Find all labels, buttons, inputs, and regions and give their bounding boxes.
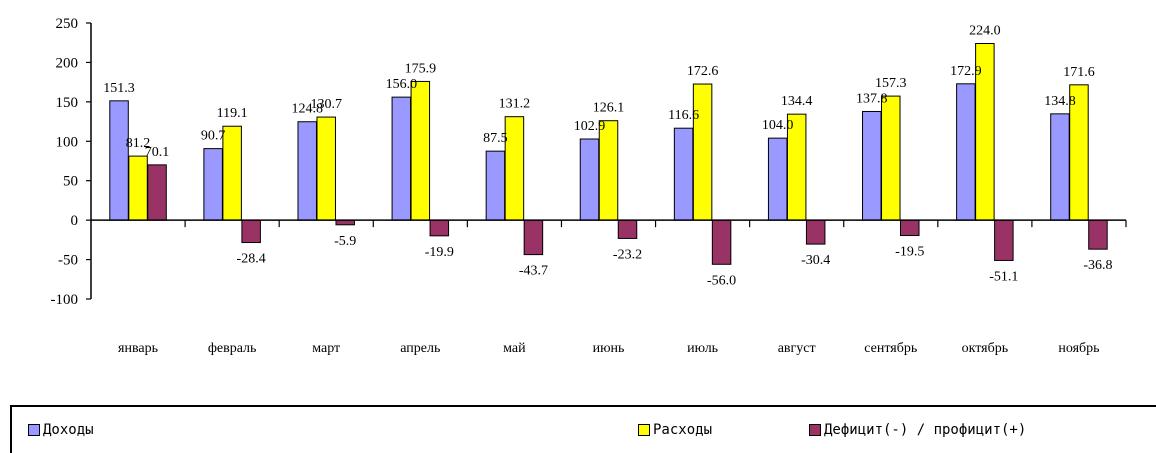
data-label-income-10: 134.8	[1044, 94, 1076, 109]
bar-income-2	[297, 121, 317, 221]
bar-income-3	[391, 96, 412, 221]
data-label-income-6: 116.6	[668, 108, 699, 123]
bar-balance-3	[429, 219, 450, 237]
legend-item-income: Доходы	[28, 422, 94, 438]
data-label-balance-10: -36.8	[1083, 258, 1112, 273]
data-label-expenses-3: 175.9	[405, 61, 437, 76]
category-label-6: июль	[687, 341, 718, 356]
bar-income-6	[673, 127, 694, 221]
category-label-10: ноябрь	[1058, 341, 1099, 356]
legend-item-expenses: Расходы	[638, 422, 712, 438]
bar-expenses-6	[692, 83, 713, 221]
data-label-expenses-8: 157.3	[875, 76, 907, 91]
x-axis	[91, 219, 1127, 228]
legend-swatch-balance	[809, 424, 821, 436]
bar-income-5	[579, 138, 600, 221]
bar-expenses-5	[598, 120, 619, 221]
data-labels: 151.3 90.7 124.8 156.0 87.5 102.9 116.6 104.0 13…	[103, 24, 1112, 289]
data-label-expenses-6: 172.6	[687, 64, 719, 79]
data-label-income-5: 102.9	[574, 119, 606, 134]
bar-expenses-0	[128, 155, 148, 221]
legend: Доходы Расходы Дефицит(-) / профицит(+)	[10, 405, 1156, 453]
legend-label-balance: Дефицит(-) / профицит(+)	[824, 422, 1027, 438]
bar-balance-7	[805, 219, 826, 245]
bars	[109, 43, 1108, 265]
data-label-income-4: 87.5	[483, 131, 508, 146]
data-label-balance-5: -23.2	[613, 247, 642, 262]
bar-balance-6	[711, 219, 732, 265]
data-label-balance-7: -30.4	[801, 253, 830, 268]
bar-income-0	[109, 100, 129, 221]
bar-expenses-2	[316, 116, 336, 221]
data-label-balance-9: -51.1	[989, 269, 1018, 284]
y-axis: 250 200 150 100 50 0 -50 -100	[51, 16, 92, 308]
data-label-expenses-1: 119.1	[217, 106, 248, 121]
data-label-balance-1: -28.4	[237, 252, 266, 267]
budget-bar-chart: 250 200 150 100 50 0 -50 -100 151.3 90.7 124.8 156…	[51, 16, 1127, 356]
bar-balance-1	[241, 219, 261, 244]
bar-expenses-4	[504, 116, 525, 221]
data-label-income-7: 104.0	[762, 118, 794, 133]
data-label-expenses-0: 81.2	[126, 136, 151, 151]
bar-income-8	[862, 110, 882, 221]
bar-income-10	[1050, 113, 1070, 221]
y-tick-label: 250	[56, 16, 79, 32]
data-label-balance-2: -5.9	[334, 234, 356, 249]
data-label-expenses-5: 126.1	[593, 101, 625, 116]
data-label-balance-3: -19.9	[425, 245, 454, 260]
bar-income-4	[485, 150, 506, 221]
category-label-1: февраль	[208, 341, 257, 356]
data-label-income-0: 151.3	[103, 81, 135, 96]
category-label-5: июнь	[593, 341, 625, 356]
bar-expenses-1	[222, 125, 242, 221]
bar-income-1	[203, 148, 223, 221]
bar-balance-0	[147, 164, 167, 221]
category-label-2: март	[312, 341, 340, 356]
data-label-expenses-7: 134.4	[781, 94, 813, 109]
legend-swatch-expenses	[638, 424, 650, 436]
data-label-balance-8: -19.5	[895, 245, 924, 260]
y-tick-label: -50	[58, 253, 78, 269]
data-label-income-8: 137.8	[856, 91, 888, 106]
legend-swatch-income	[28, 424, 40, 436]
data-label-balance-4: -43.7	[519, 264, 548, 279]
bar-balance-8	[900, 219, 920, 237]
bar-expenses-8	[881, 95, 901, 221]
data-label-expenses-9: 224.0	[969, 24, 1001, 39]
data-label-expenses-10: 171.6	[1063, 65, 1095, 80]
y-tick-label: -100	[51, 292, 79, 308]
bar-expenses-3	[410, 80, 431, 221]
category-label-8: сентябрь	[864, 341, 917, 356]
data-label-income-1: 90.7	[201, 129, 226, 144]
data-label-balance-0: 70.1	[145, 145, 170, 160]
y-tick-label: 50	[63, 174, 78, 190]
bar-income-9	[956, 83, 976, 221]
bar-balance-9	[994, 219, 1014, 261]
data-label-income-9: 172.9	[950, 64, 982, 79]
data-label-income-3: 156.0	[386, 77, 418, 92]
category-labels: январь февраль март апрель май июнь июль август…	[118, 341, 1099, 356]
data-label-expenses-4: 131.2	[499, 97, 531, 112]
legend-item-balance: Дефицит(-) / профицит(+)	[809, 422, 1026, 438]
legend-label-expenses: Расходы	[653, 422, 713, 438]
bar-balance-10	[1088, 219, 1108, 250]
category-label-9: октябрь	[962, 341, 1009, 356]
category-label-0: январь	[118, 341, 158, 356]
y-tick-label: 0	[71, 213, 79, 229]
bar-income-7	[767, 137, 788, 221]
category-label-4: май	[503, 341, 526, 356]
y-tick-label: 200	[56, 55, 79, 71]
category-label-3: апрель	[400, 341, 440, 356]
category-label-7: август	[778, 341, 816, 356]
data-label-balance-6: -56.0	[707, 273, 736, 288]
y-tick-label: 150	[56, 95, 79, 111]
bar-balance-5	[617, 219, 638, 239]
y-tick-label: 100	[56, 134, 79, 150]
bar-balance-4	[523, 219, 544, 256]
legend-label-income: Доходы	[43, 422, 94, 438]
data-label-income-2: 124.8	[291, 102, 323, 117]
data-label-expenses-2: 130.7	[310, 97, 342, 112]
